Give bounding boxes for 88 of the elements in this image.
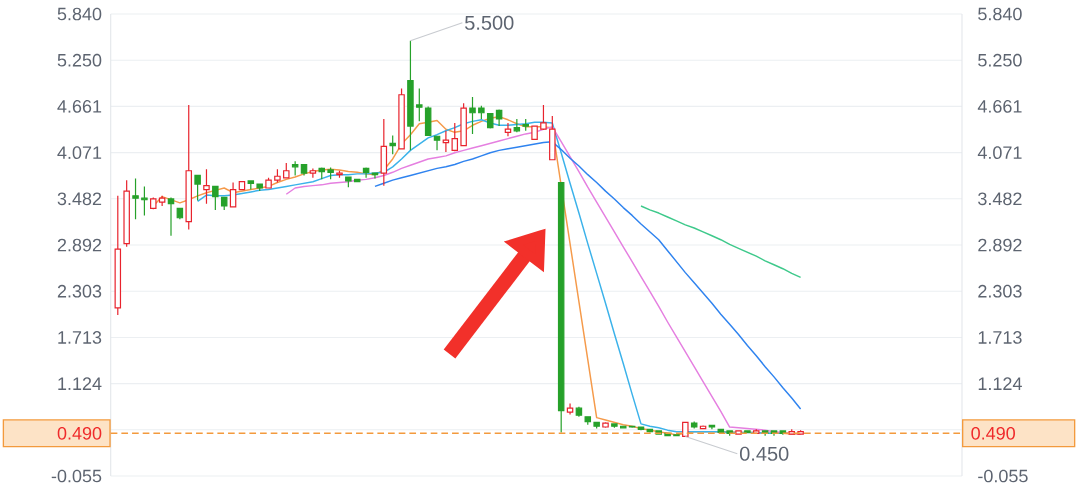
y2-tick-label: 1.713 xyxy=(978,331,1022,344)
candlestick xyxy=(300,163,308,177)
candlestick xyxy=(575,406,583,418)
y-tick-label: -0.055 xyxy=(51,469,102,483)
y2-tick-label: 1.124 xyxy=(978,377,1022,390)
candlestick xyxy=(318,167,326,180)
annotation: 5.500 xyxy=(465,15,514,30)
candlestick xyxy=(150,196,157,210)
candlestick xyxy=(531,125,538,140)
y2-tick-label: 4.071 xyxy=(977,146,1022,160)
y-tick-label: 5.250 xyxy=(57,53,102,67)
y-tick-label: 5.840 xyxy=(57,7,102,21)
candlestick xyxy=(460,102,467,147)
candlestick xyxy=(557,181,565,434)
candlestick xyxy=(469,96,476,135)
candlestick xyxy=(389,134,396,155)
candlestick xyxy=(753,428,760,435)
candlestick xyxy=(212,185,219,211)
y-tick-label: 4.071 xyxy=(57,146,102,160)
candlestick xyxy=(194,174,201,202)
candlestick xyxy=(442,130,450,153)
candlestick xyxy=(486,112,494,130)
text: 0.490 xyxy=(57,426,102,440)
candlestick xyxy=(735,430,742,436)
candlestick xyxy=(779,430,787,436)
candlestick xyxy=(398,87,405,151)
candlestick xyxy=(309,167,317,179)
y2-tick-label: 2.303 xyxy=(978,284,1022,298)
candlestick xyxy=(327,167,334,180)
y-tick-label: 4.661 xyxy=(57,100,102,113)
candlestick xyxy=(495,109,503,127)
y2-tick-label: 5.840 xyxy=(978,7,1022,21)
candlestick xyxy=(407,40,414,151)
candlestick xyxy=(283,162,290,180)
annotation: 0.450 xyxy=(739,446,789,461)
candlestick xyxy=(433,135,441,151)
candlestick xyxy=(123,179,130,248)
candlestick xyxy=(203,168,210,205)
y-tick-label: 3.482 xyxy=(57,192,102,206)
candlestick xyxy=(220,196,228,211)
candlestick xyxy=(593,421,600,430)
candlestick xyxy=(566,402,574,416)
candlestick xyxy=(602,421,609,429)
candlestick xyxy=(478,105,485,120)
ref-line-label: 0.490 xyxy=(971,426,1015,440)
candlestick xyxy=(673,434,680,437)
candlestick xyxy=(265,177,272,189)
candlestick xyxy=(229,181,237,208)
candlestick xyxy=(717,428,725,435)
candlestick xyxy=(504,122,512,137)
candlestick xyxy=(345,176,352,188)
candlestick xyxy=(185,104,192,231)
candlestick xyxy=(451,122,459,152)
candlestick xyxy=(158,195,166,207)
candlestick xyxy=(628,425,636,429)
candlestick xyxy=(380,118,388,187)
y-tick-label: 1.124 xyxy=(58,377,102,390)
y2-tick-label: 4.661 xyxy=(977,100,1022,113)
candlestick xyxy=(744,430,751,434)
candlestick xyxy=(274,168,281,184)
candlestick xyxy=(238,180,246,191)
candlestick xyxy=(167,196,175,237)
candlestick xyxy=(353,178,361,183)
candlestick xyxy=(114,195,122,316)
y-tick-label: 2.892 xyxy=(57,238,102,252)
candlestick xyxy=(336,170,343,179)
candlestick xyxy=(708,424,716,430)
candlestick xyxy=(637,426,645,431)
candlestick xyxy=(371,172,379,180)
y2-tick-label: -0.055 xyxy=(978,469,1028,483)
candlestick xyxy=(256,183,263,192)
y2-tick-label: 5.250 xyxy=(978,53,1022,67)
candlestick xyxy=(611,423,618,429)
y-tick-label: 1.713 xyxy=(58,331,102,344)
candlestick xyxy=(362,167,370,179)
y2-tick-label: 2.892 xyxy=(978,238,1022,252)
candlestick xyxy=(132,177,139,220)
candlestick xyxy=(416,87,423,122)
y-tick-label: 2.303 xyxy=(57,284,102,298)
candlestick xyxy=(540,104,547,131)
candlestick xyxy=(247,180,255,191)
candlestick xyxy=(549,115,556,161)
candlestick xyxy=(690,420,698,430)
candlestick xyxy=(522,118,529,132)
candlestick xyxy=(424,105,432,137)
candlestick xyxy=(682,421,689,438)
y2-tick-label: 3.482 xyxy=(978,192,1022,206)
candlestick xyxy=(584,416,592,426)
